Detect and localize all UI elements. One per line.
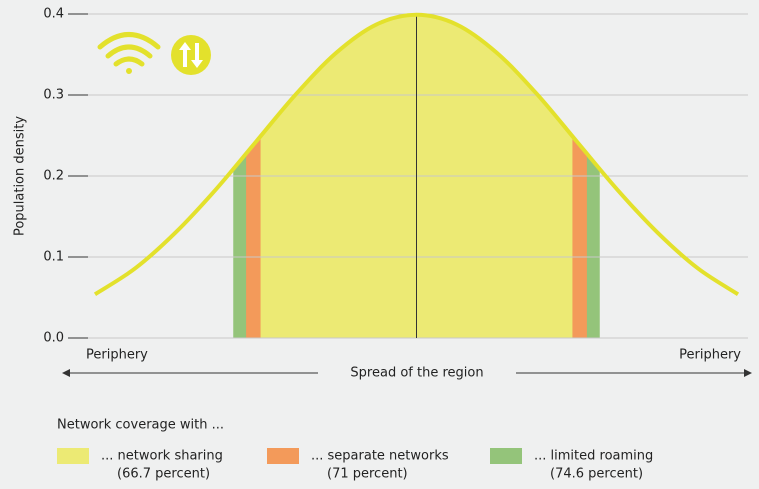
y-axis-label: Population density <box>13 116 28 236</box>
arrow-head <box>62 369 70 377</box>
wifi-icon <box>97 32 161 74</box>
legend-swatch <box>57 448 89 464</box>
y-tick-label: 0.4 <box>43 7 64 22</box>
y-tick-label: 0.2 <box>43 169 64 184</box>
legend-label: ... limited roaming <box>534 449 653 464</box>
x-right-label: Periphery <box>679 348 741 363</box>
legend-value-label: (66.7 percent) <box>117 467 210 482</box>
x-axis-label: Spread of the region <box>350 366 483 381</box>
data-icon <box>171 35 211 75</box>
legend-label: ... separate networks <box>311 449 449 464</box>
legend-value-label: (74.6 percent) <box>550 467 643 482</box>
y-tick-label: 0.0 <box>43 331 64 346</box>
legend-title: Network coverage with ... <box>57 418 224 433</box>
density-curve <box>93 12 740 296</box>
y-tick-label: 0.1 <box>43 250 64 265</box>
x-left-label: Periphery <box>86 348 148 363</box>
legend-value-label: (71 percent) <box>327 467 408 482</box>
y-tick-label: 0.3 <box>43 88 64 103</box>
legend-swatch <box>490 448 522 464</box>
legend-label: ... network sharing <box>101 449 223 464</box>
legend-swatch <box>267 448 299 464</box>
arrow-head <box>744 369 752 377</box>
